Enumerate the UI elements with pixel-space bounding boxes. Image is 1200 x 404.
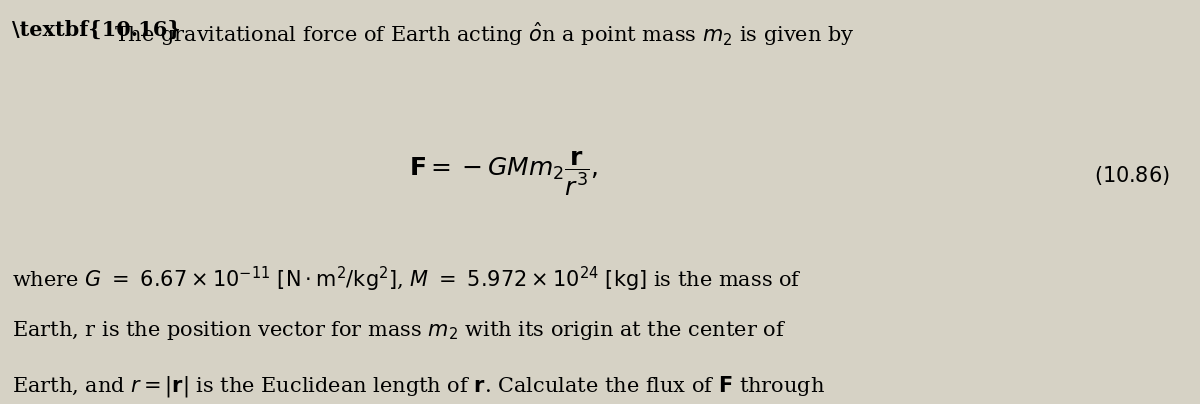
Text: $\mathbf{F} = -GMm_2\dfrac{\mathbf{r}}{r^3},$: $\mathbf{F} = -GMm_2\dfrac{\mathbf{r}}{r…: [409, 149, 599, 198]
Text: Earth, and $r = |\mathbf{r}|$ is the Euclidean length of $\mathbf{r}$. Calculate: Earth, and $r = |\mathbf{r}|$ is the Euc…: [12, 374, 826, 399]
Text: Earth, r is the position vector for mass $m_2$ with its origin at the center of: Earth, r is the position vector for mass…: [12, 319, 786, 342]
Text: \textbf{10.16}: \textbf{10.16}: [12, 20, 181, 40]
Text: $(10.86)$: $(10.86)$: [1094, 164, 1170, 187]
Text: The gravitational force of Earth acting $\hat{o}$n a point mass $m_2$ is given b: The gravitational force of Earth acting …: [114, 20, 854, 48]
Text: where $G\ =\ 6.67 \times 10^{-11}$ $[\mathrm{N} \cdot \mathrm{m}^2/\mathrm{kg}^2: where $G\ =\ 6.67 \times 10^{-11}$ $[\ma…: [12, 265, 802, 294]
